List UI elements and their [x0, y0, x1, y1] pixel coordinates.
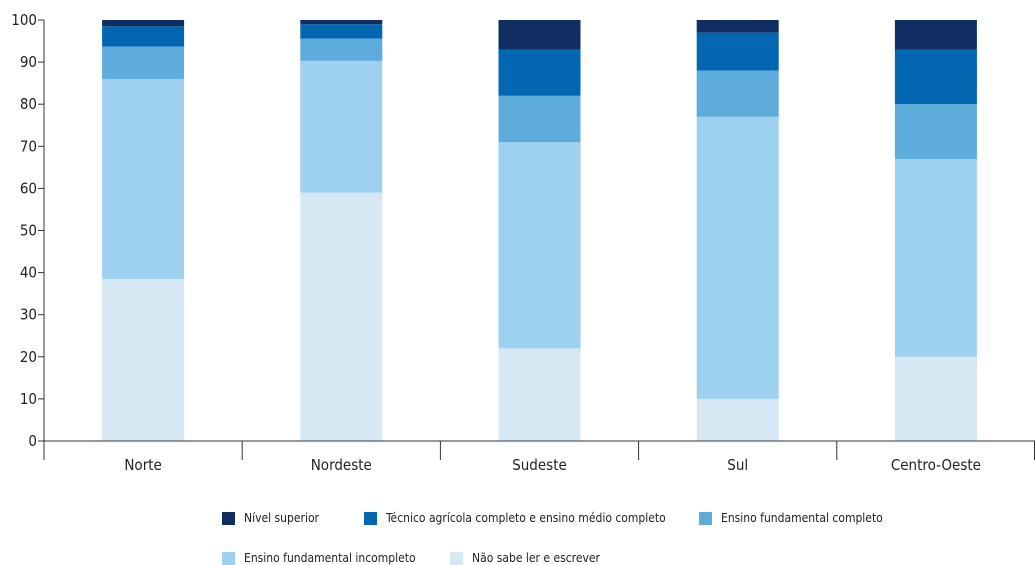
x-category-label: Centro-Oeste: [891, 456, 981, 474]
bar-segment-4: [102, 20, 185, 27]
bar-segment-0: [894, 356, 977, 441]
x-category-label: Sul: [727, 456, 748, 474]
x-category-label: Sudeste: [512, 456, 567, 474]
y-tick-label: 100: [11, 11, 37, 29]
x-category-label: Norte: [124, 456, 162, 474]
bar-segment-4: [498, 20, 581, 50]
bar-stack-norte: [102, 20, 185, 441]
bar-stack-sudeste: [498, 20, 581, 441]
y-tick-label: 90: [20, 53, 37, 71]
bar-segment-1: [696, 116, 779, 399]
bar-segment-3: [894, 49, 977, 105]
bar-segment-3: [696, 32, 779, 71]
bar-segment-3: [498, 49, 581, 96]
bar-stack-nordeste: [300, 20, 383, 441]
y-tick-label: 0: [28, 432, 37, 450]
y-tick-label: 20: [20, 348, 37, 366]
bar-segment-2: [102, 46, 185, 79]
bars-layer: [102, 20, 977, 441]
y-tick-label: 30: [20, 306, 37, 324]
x-category-label: Nordeste: [311, 456, 372, 474]
bar-segment-4: [696, 20, 779, 33]
bar-segment-2: [894, 104, 977, 159]
y-tick-label: 60: [20, 179, 37, 197]
x-axis: Norte Nordeste Sudeste Sul Centro-Oeste: [43, 440, 1035, 474]
bar-segment-0: [696, 398, 779, 441]
bar-segment-1: [894, 158, 977, 357]
bar-segment-4: [894, 20, 977, 50]
bar-segment-2: [300, 38, 383, 61]
bar-segment-2: [498, 95, 581, 143]
bar-segment-1: [102, 78, 185, 279]
y-axis: 0 10 20 30 40 50 60 70 80 90 100: [11, 11, 45, 450]
bar-segment-0: [300, 192, 383, 441]
bar-segment-0: [498, 348, 581, 441]
bar-segment-4: [300, 20, 383, 25]
y-tick-label: 50: [20, 222, 37, 240]
y-tick-label: 70: [20, 137, 37, 155]
bar-segment-3: [300, 24, 383, 39]
y-tick-label: 10: [20, 390, 37, 408]
y-tick-label: 80: [20, 95, 37, 113]
bar-stack-centro-oeste: [894, 20, 977, 441]
bar-stack-sul: [696, 20, 779, 441]
bar-segment-0: [102, 278, 185, 441]
bar-segment-3: [102, 26, 185, 47]
bar-segment-1: [300, 60, 383, 193]
bar-segment-1: [498, 142, 581, 349]
bar-segment-2: [696, 70, 779, 117]
y-tick-label: 40: [20, 264, 37, 282]
